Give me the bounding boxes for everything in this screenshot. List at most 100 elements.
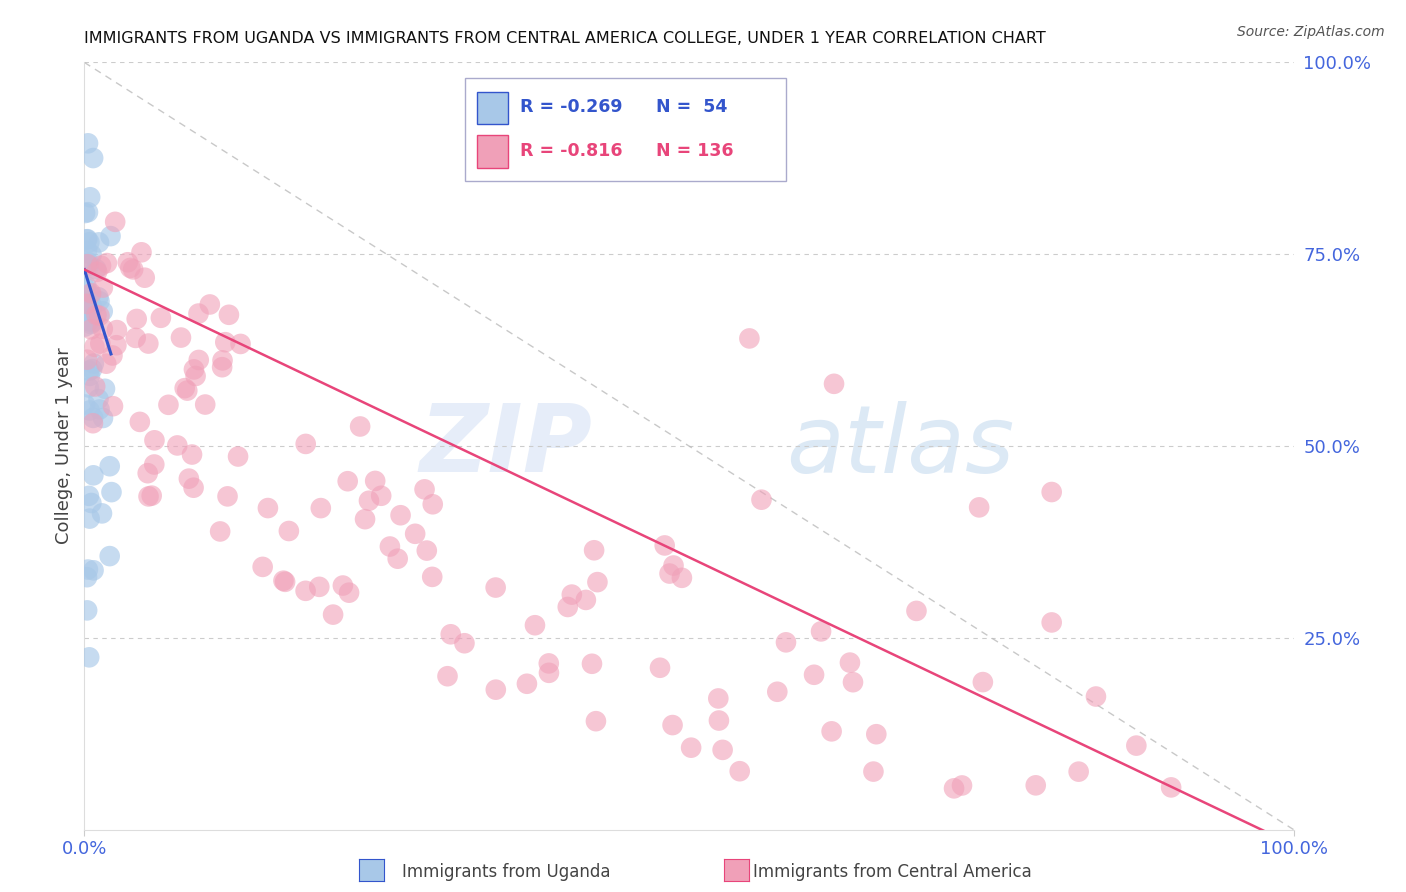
Point (76, 297, 98, 311)
Point (972, 675, 994, 690)
Point (413, 483, 436, 497)
Point (94, 382, 117, 396)
Point (83, 357, 105, 371)
Point (166, 438, 188, 452)
Text: R = -0.816: R = -0.816 (520, 142, 623, 160)
Point (131, 245, 153, 260)
Point (73, 280, 96, 294)
Point (96, 256, 118, 270)
Point (583, 543, 606, 558)
Point (86, 265, 108, 279)
Point (523, 618, 546, 632)
Point (453, 636, 475, 650)
Point (75, 308, 97, 322)
Text: atlas: atlas (786, 401, 1014, 491)
Point (862, 764, 884, 779)
Point (141, 489, 163, 503)
Point (91, 322, 114, 336)
Point (586, 575, 609, 590)
Point (561, 588, 583, 602)
Point (157, 398, 180, 412)
Point (575, 593, 598, 607)
Point (80, 288, 103, 302)
Point (681, 740, 703, 755)
FancyBboxPatch shape (465, 78, 786, 181)
Point (79, 511, 101, 525)
Point (370, 489, 392, 503)
Point (810, 624, 832, 639)
Point (349, 419, 371, 434)
Point (728, 764, 751, 779)
Text: N =  54: N = 54 (657, 98, 728, 116)
Point (105, 338, 128, 352)
Point (387, 551, 409, 566)
Point (176, 384, 198, 398)
Point (91, 304, 114, 318)
Text: IMMIGRANTS FROM UGANDA VS IMMIGRANTS FROM CENTRAL AMERICA COLLEGE, UNDER 1 YEAR : IMMIGRANTS FROM UGANDA VS IMMIGRANTS FRO… (84, 31, 1046, 46)
Point (79, 403, 101, 417)
Point (82, 362, 104, 376)
Point (76, 570, 98, 584)
Point (170, 330, 193, 344)
Point (100, 485, 122, 500)
Point (89, 294, 111, 309)
Point (967, 500, 990, 515)
Point (209, 524, 232, 539)
Point (77, 259, 100, 273)
Point (229, 337, 252, 351)
Point (77, 562, 100, 576)
Point (485, 682, 508, 697)
Point (76, 244, 98, 258)
Point (404, 526, 426, 541)
Point (125, 312, 148, 326)
Point (187, 307, 209, 321)
Point (766, 685, 789, 699)
Point (537, 665, 560, 680)
Point (648, 661, 671, 675)
Point (218, 308, 240, 322)
Point (1040, 615, 1063, 630)
Point (117, 255, 139, 269)
Point (485, 581, 508, 595)
Point (277, 524, 299, 538)
Point (516, 677, 538, 691)
Point (211, 360, 233, 375)
Point (364, 474, 387, 488)
Point (294, 437, 316, 451)
Point (420, 570, 443, 584)
Point (82, 410, 104, 425)
Point (101, 399, 124, 413)
Point (183, 362, 205, 376)
Point (1025, 778, 1047, 792)
Point (79, 190, 101, 204)
Point (76, 232, 98, 246)
Point (76, 232, 98, 246)
Point (77, 314, 100, 328)
Point (183, 481, 205, 495)
Point (332, 578, 354, 592)
Point (80, 322, 103, 336)
Point (707, 691, 730, 706)
Point (122, 262, 145, 277)
Point (104, 215, 127, 229)
Point (96, 357, 118, 371)
Point (440, 627, 463, 641)
Point (274, 574, 297, 589)
Point (662, 558, 685, 573)
Point (80, 299, 103, 313)
Point (82, 151, 104, 165)
Point (226, 450, 249, 464)
Point (87, 290, 110, 304)
Point (83, 563, 105, 577)
Point (89, 309, 111, 323)
Point (82, 315, 104, 329)
Point (82, 468, 104, 483)
Point (217, 489, 239, 503)
Point (581, 657, 603, 671)
Point (211, 353, 233, 368)
Point (357, 493, 380, 508)
Point (1040, 485, 1063, 500)
Point (336, 474, 359, 488)
Point (173, 381, 195, 395)
Point (585, 714, 607, 729)
